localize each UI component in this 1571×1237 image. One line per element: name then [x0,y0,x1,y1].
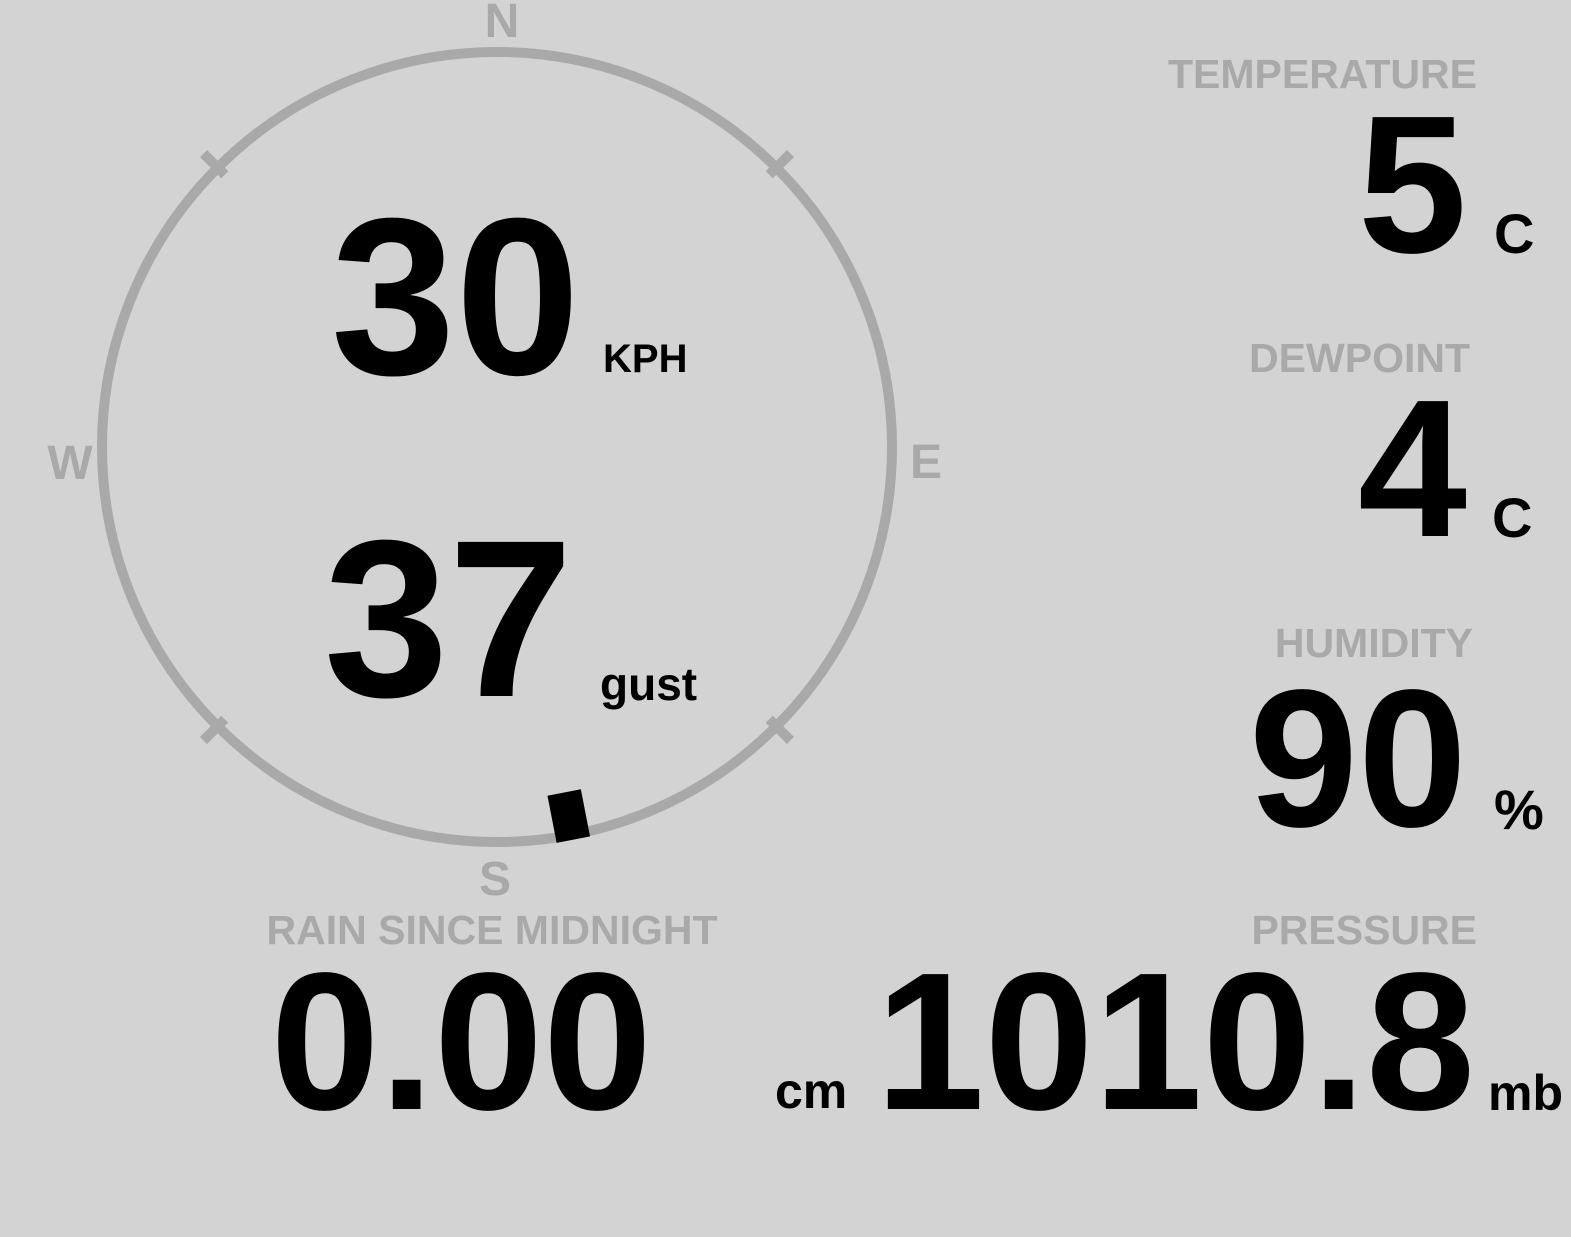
dewpoint-value: 4 [1357,359,1467,578]
temperature-unit: C [1494,202,1535,265]
compass-label-west: W [47,437,93,490]
wind-speed-unit: KPH [603,337,688,381]
compass-label-south: S [478,853,512,906]
compass-label-north: N [484,0,520,48]
humidity-value: 90 [1248,649,1467,868]
humidity-unit: % [1494,778,1544,841]
pressure-label: PRESSURE [1251,907,1477,953]
rain-value: 0.00 [270,932,652,1151]
dewpoint-unit: C [1492,486,1533,549]
pressure-unit: mb [1488,1065,1563,1121]
rain-label: RAIN SINCE MIDNIGHT [266,907,718,953]
dewpoint-label: DEWPOINT [1249,335,1470,381]
temperature-value: 5 [1357,75,1467,294]
humidity-label: HUMIDITY [1274,620,1473,666]
compass-label-east: E [909,436,943,489]
compass-ring-icon [97,47,897,847]
temperature-label: TEMPERATURE [1167,51,1477,97]
pressure-value: 1010.8 [875,932,1475,1151]
wind-gust-label: gust [600,658,698,710]
rain-unit: cm [775,1063,848,1119]
wind-speed-value: 30 [330,172,580,422]
wind-gust-value: 37 [323,494,573,744]
